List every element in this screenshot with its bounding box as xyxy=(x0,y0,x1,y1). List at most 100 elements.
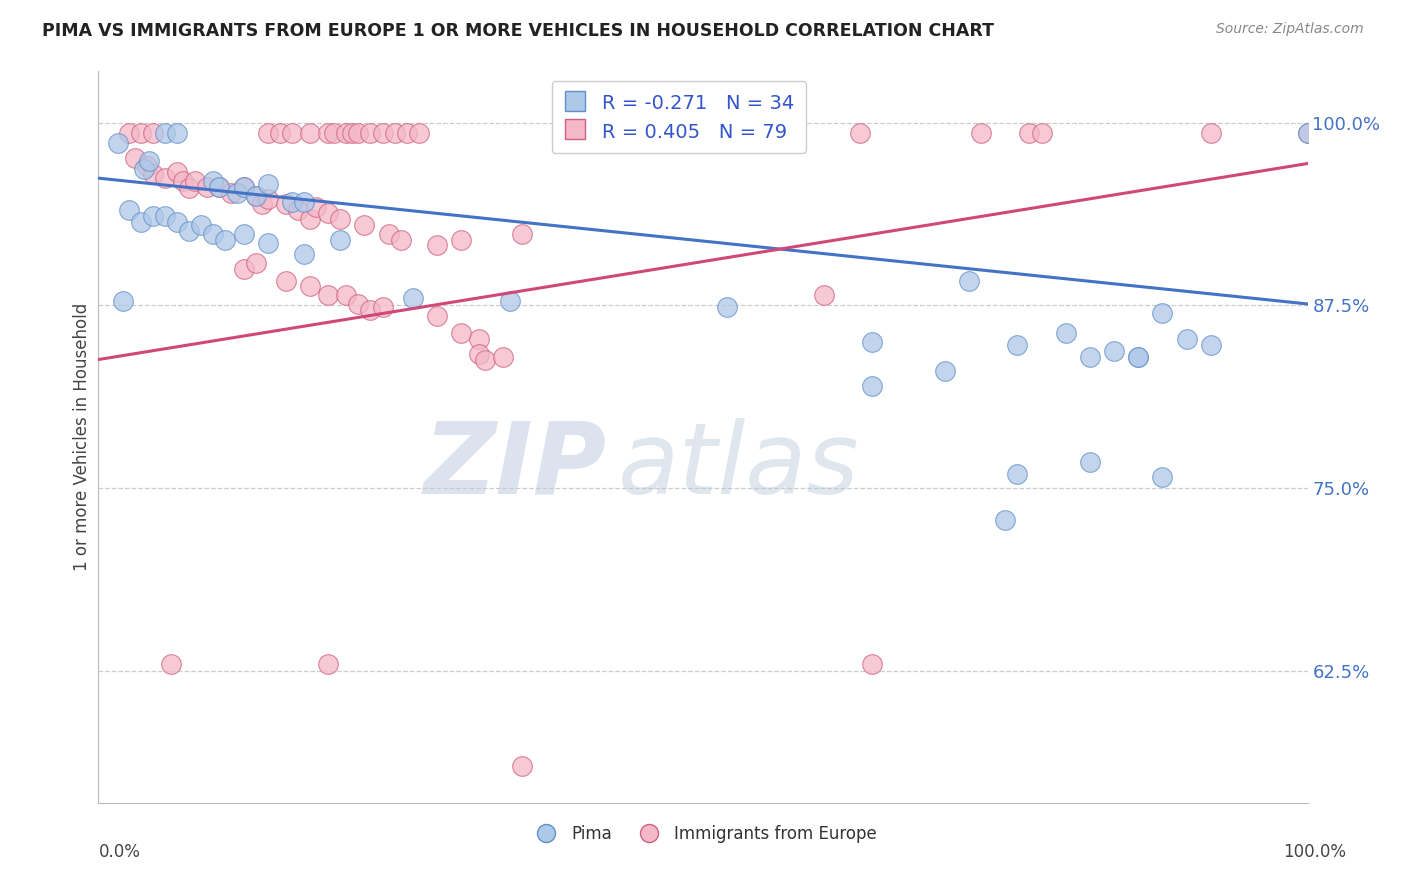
Point xyxy=(269,126,291,140)
Point xyxy=(1128,350,1150,364)
Point xyxy=(510,227,533,241)
Point xyxy=(299,126,322,140)
Text: PIMA VS IMMIGRANTS FROM EUROPE 1 OR MORE VEHICLES IN HOUSEHOLD CORRELATION CHART: PIMA VS IMMIGRANTS FROM EUROPE 1 OR MORE… xyxy=(42,22,994,40)
Point xyxy=(316,126,339,140)
Point xyxy=(860,379,883,393)
Point xyxy=(142,126,165,140)
Point xyxy=(305,201,328,215)
Point xyxy=(474,352,496,367)
Point xyxy=(468,347,491,361)
Point xyxy=(1152,306,1174,320)
Point xyxy=(377,227,399,241)
Point xyxy=(292,194,315,209)
Point xyxy=(299,212,322,227)
Point xyxy=(166,215,188,229)
Point xyxy=(1296,126,1319,140)
Legend: Pima, Immigrants from Europe: Pima, Immigrants from Europe xyxy=(523,818,883,849)
Point xyxy=(202,174,225,188)
Point xyxy=(226,186,249,200)
Point xyxy=(256,177,278,191)
Point xyxy=(221,186,243,200)
Point xyxy=(316,288,339,302)
Point xyxy=(329,212,352,227)
Point xyxy=(107,136,129,150)
Point xyxy=(134,162,156,177)
Text: atlas: atlas xyxy=(619,417,860,515)
Point xyxy=(426,309,449,323)
Point xyxy=(957,274,980,288)
Point xyxy=(450,233,472,247)
Point xyxy=(172,174,194,188)
Point xyxy=(281,126,304,140)
Point xyxy=(245,256,267,270)
Point xyxy=(498,293,520,308)
Point xyxy=(232,180,254,194)
Point xyxy=(195,180,218,194)
Point xyxy=(492,350,515,364)
Point xyxy=(129,215,152,229)
Point xyxy=(510,759,533,773)
Point xyxy=(232,180,254,194)
Point xyxy=(1007,467,1029,481)
Point xyxy=(274,274,297,288)
Point xyxy=(316,657,339,671)
Point xyxy=(426,238,449,252)
Text: 100.0%: 100.0% xyxy=(1284,843,1346,861)
Point xyxy=(299,279,322,293)
Point xyxy=(1007,338,1029,352)
Point xyxy=(360,302,382,317)
Point xyxy=(142,209,165,223)
Point xyxy=(250,197,273,211)
Point xyxy=(179,224,201,238)
Point xyxy=(208,180,231,194)
Point xyxy=(232,227,254,241)
Point xyxy=(970,126,993,140)
Point xyxy=(849,126,872,140)
Point xyxy=(190,218,212,232)
Point xyxy=(402,291,425,305)
Point xyxy=(1175,332,1198,346)
Point xyxy=(142,167,165,181)
Point xyxy=(1296,126,1319,140)
Point xyxy=(347,126,370,140)
Point xyxy=(153,209,176,223)
Point xyxy=(256,235,278,250)
Point xyxy=(347,297,370,311)
Point xyxy=(129,126,152,140)
Point xyxy=(124,151,146,165)
Point xyxy=(468,332,491,346)
Point xyxy=(138,153,160,168)
Point xyxy=(111,293,134,308)
Point xyxy=(395,126,418,140)
Point xyxy=(166,165,188,179)
Point xyxy=(335,288,357,302)
Point xyxy=(389,233,412,247)
Point xyxy=(934,364,956,378)
Point xyxy=(153,171,176,186)
Point xyxy=(287,203,309,218)
Point xyxy=(1102,343,1125,358)
Point xyxy=(353,218,375,232)
Point xyxy=(1078,455,1101,469)
Point xyxy=(860,657,883,671)
Point xyxy=(1199,338,1222,352)
Point xyxy=(202,227,225,241)
Point xyxy=(166,126,188,140)
Point xyxy=(716,300,738,314)
Point xyxy=(371,300,394,314)
Point xyxy=(1018,126,1040,140)
Point xyxy=(281,194,304,209)
Point xyxy=(329,233,352,247)
Point xyxy=(323,126,346,140)
Point xyxy=(408,126,430,140)
Point xyxy=(1078,350,1101,364)
Point xyxy=(153,126,176,140)
Point xyxy=(450,326,472,341)
Point xyxy=(184,174,207,188)
Point xyxy=(1031,126,1053,140)
Point xyxy=(179,181,201,195)
Point xyxy=(360,126,382,140)
Point xyxy=(1054,326,1077,341)
Point xyxy=(245,188,267,202)
Point xyxy=(292,247,315,261)
